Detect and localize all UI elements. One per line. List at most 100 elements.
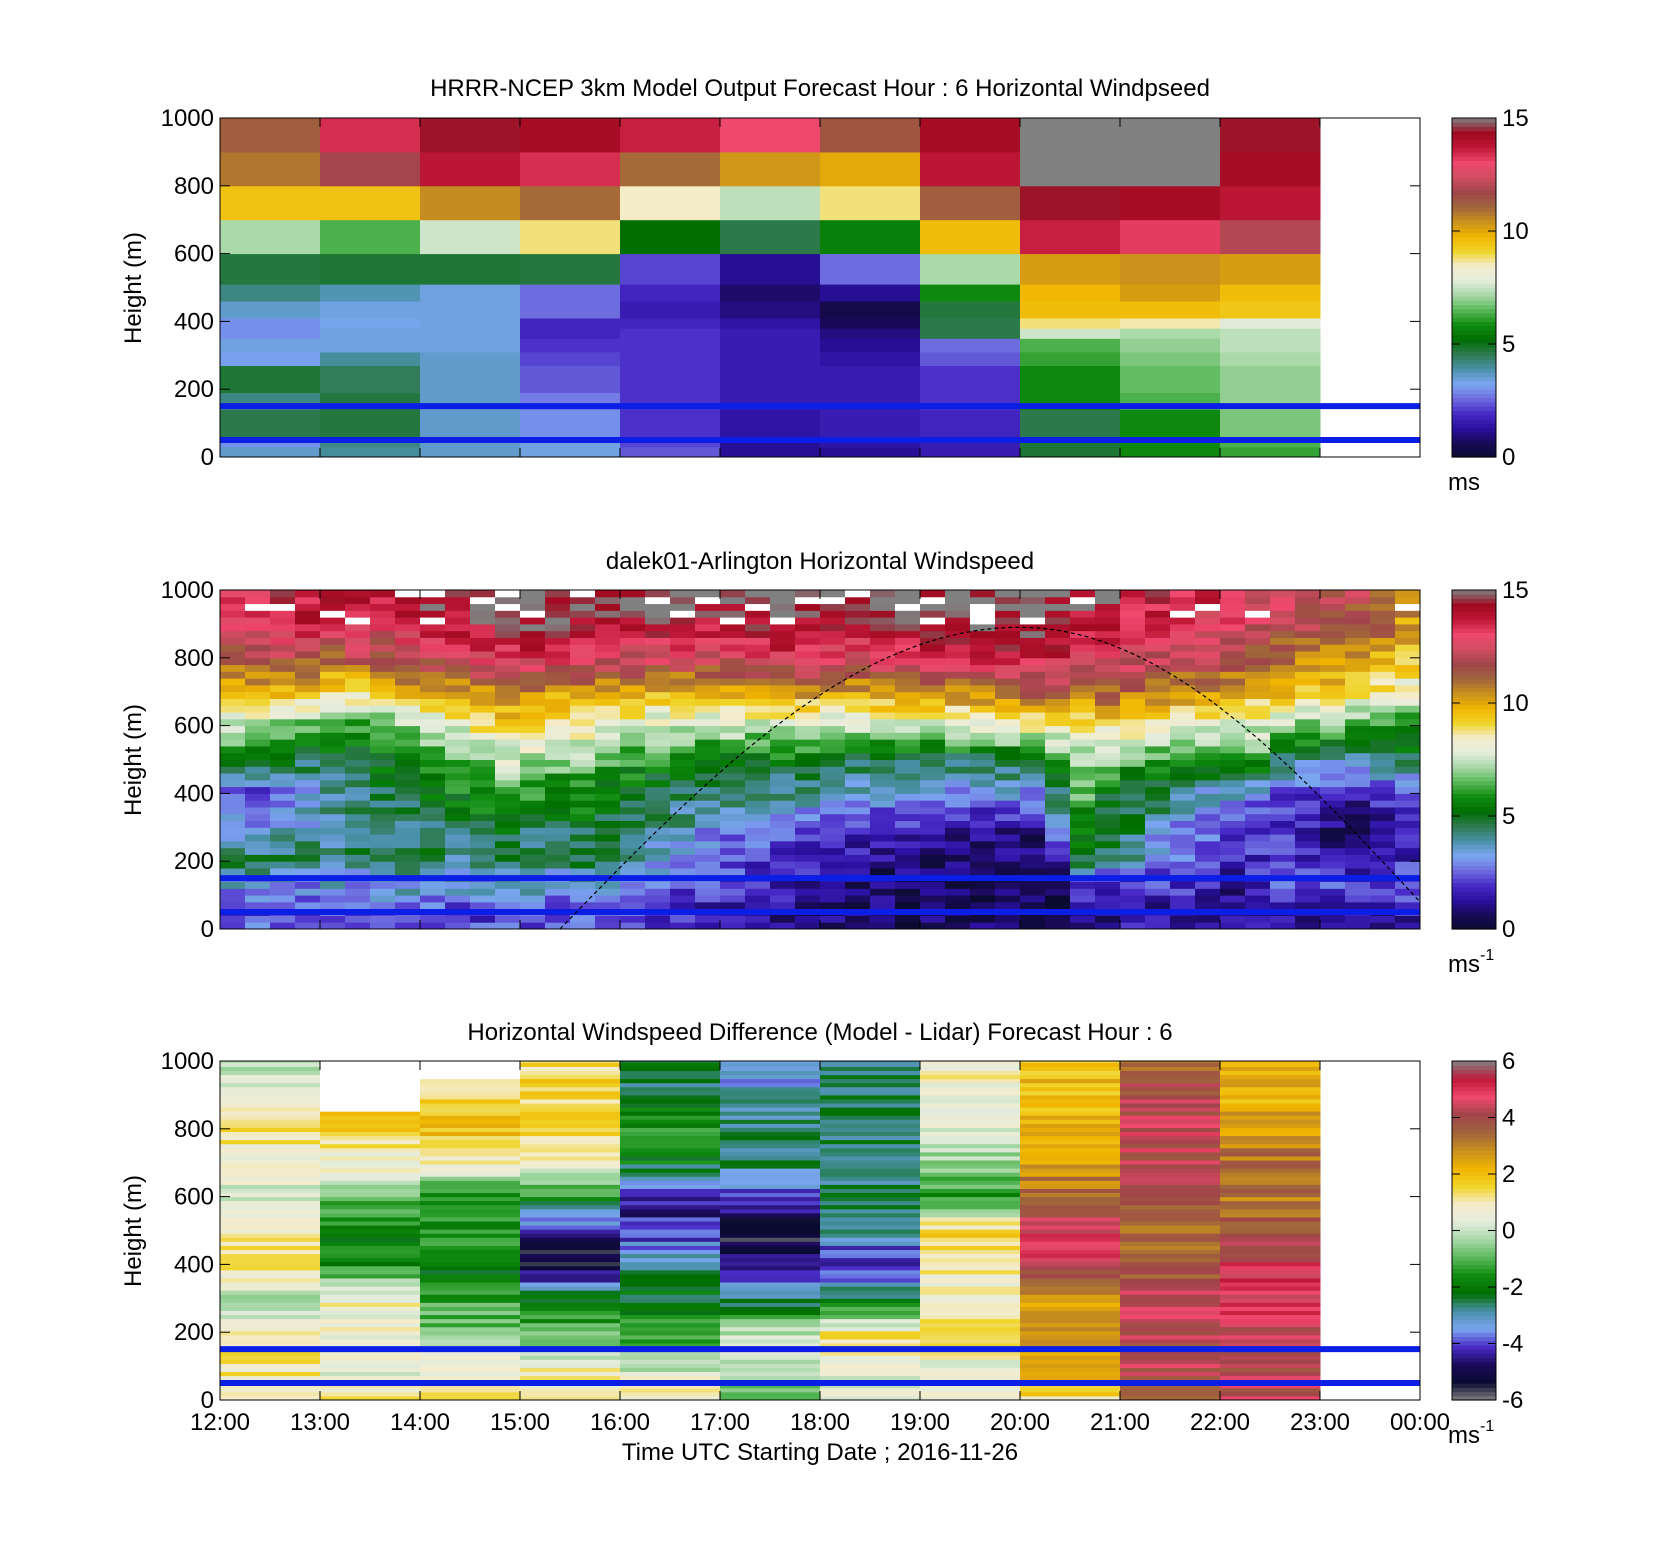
lidar-cell-33-6	[1045, 881, 1071, 889]
lidar-cell-46-37	[1370, 671, 1396, 679]
lidar-cell-7-35	[395, 684, 421, 693]
model-cell-0-9	[220, 301, 321, 319]
colorbar-band-48	[1452, 721, 1496, 727]
lidar-cell-46-8	[1370, 867, 1396, 876]
diff-cell-9-59	[1120, 1155, 1221, 1161]
colorbar-band-74	[1452, 611, 1496, 617]
lidar-cell-23-4	[795, 895, 821, 903]
lidar-cell-10-33	[470, 698, 496, 706]
lidar-cell-38-16	[1170, 813, 1196, 822]
lidar-cell-11-31	[495, 712, 521, 720]
diff-cell-0-57	[220, 1164, 321, 1169]
lidar-cell-39-32	[1195, 705, 1221, 713]
diff-cell-2-65	[420, 1131, 521, 1137]
lidar-cell-20-3	[720, 901, 746, 910]
lidar-cell-13-30	[545, 718, 571, 727]
lidar-cell-28-17	[920, 806, 946, 815]
lidar-cell-10-8	[470, 867, 496, 876]
model-cell-8-6	[1020, 338, 1121, 353]
diff-cell-5-63	[720, 1139, 821, 1145]
diff-cell-1-62	[320, 1143, 421, 1149]
diff-cell-0-5	[220, 1375, 321, 1381]
diff-cell-7-79	[920, 1074, 1021, 1080]
lidar-cell-32-18	[1020, 800, 1046, 808]
diff-cell-5-35	[720, 1253, 821, 1259]
lidar-cell-16-49	[620, 590, 646, 598]
lidar-cell-20-11	[720, 847, 746, 855]
lidar-cell-47-43	[1395, 630, 1420, 638]
diff-cell-8-77	[1020, 1082, 1121, 1088]
lidar-cell-4-30	[320, 718, 346, 727]
colorbar-band-2	[1452, 444, 1496, 450]
lidar-cell-40-14	[1220, 827, 1246, 835]
diff-cell-9-44	[1120, 1216, 1221, 1222]
diff-cell-3-41	[520, 1229, 621, 1234]
diff-cell-6-7	[820, 1367, 921, 1373]
colorbar-band-51	[1452, 1179, 1496, 1185]
lidar-cell-11-49	[495, 590, 521, 598]
lidar-cell-23-18	[795, 800, 821, 808]
lidar-cell-37-37	[1145, 671, 1171, 679]
lidar-cell-39-8	[1195, 867, 1221, 876]
lidar-cell-12-47	[520, 603, 546, 611]
diff-cell-4-36	[620, 1249, 721, 1255]
lidar-cell-28-49	[920, 590, 946, 598]
diff-cell-8-30	[1020, 1273, 1121, 1279]
lidar-cell-30-3	[970, 901, 996, 910]
diff-cell-3-75	[520, 1090, 621, 1096]
lidar-cell-10-14	[470, 827, 496, 835]
lidar-cell-19-24	[695, 759, 721, 767]
lidar-cell-6-1	[370, 915, 396, 923]
diff-cell-7-66	[920, 1127, 1021, 1133]
lidar-cell-17-11	[645, 847, 671, 855]
lidar-cell-46-33	[1370, 698, 1396, 706]
model-cell-5-8	[720, 318, 821, 329]
diff-cell-8-82	[1020, 1062, 1121, 1067]
model-cell-0-8	[220, 318, 321, 329]
diff-cell-5-54	[720, 1176, 821, 1181]
lidar-cell-44-17	[1320, 806, 1346, 815]
diff-cell-1-44	[320, 1216, 421, 1222]
lidar-cell-0-26	[220, 745, 246, 754]
lidar-cell-3-24	[295, 759, 321, 767]
lidar-cell-9-36	[445, 678, 471, 686]
lidar-cell-24-34	[820, 691, 846, 699]
colorbar-band-35	[1452, 776, 1496, 782]
lidar-cell-25-13	[845, 834, 871, 842]
lidar-cell-24-43	[820, 630, 846, 638]
diff-cell-0-42	[220, 1225, 321, 1230]
diff-cell-6-33	[820, 1261, 921, 1267]
model-cell-1-11	[320, 253, 421, 285]
lidar-cell-15-22	[595, 773, 621, 781]
diff-cell-5-19	[720, 1318, 821, 1324]
diff-cell-5-11	[720, 1351, 821, 1356]
lidar-cell-15-33	[595, 698, 621, 706]
lidar-cell-13-39	[545, 657, 571, 666]
diff-cell-3-63	[520, 1139, 621, 1145]
lidar-cell-5-25	[345, 752, 371, 760]
diff-cell-7-61	[920, 1147, 1021, 1153]
colorbar-label-3: 0	[1502, 1218, 1515, 1245]
model-cell-5-11	[720, 253, 821, 285]
lidar-cell-42-39	[1270, 657, 1296, 666]
diff-cell-2-8	[420, 1363, 521, 1368]
lidar-cell-29-20	[945, 786, 971, 794]
diff-cell-7-48	[920, 1200, 1021, 1206]
diff-cell-3-62	[520, 1143, 621, 1149]
lidar-cell-46-34	[1370, 691, 1396, 699]
lidar-cell-5-18	[345, 800, 371, 808]
diff-cell-2-80	[420, 1070, 521, 1076]
lidar-cell-26-38	[870, 664, 896, 672]
lidar-cell-39-25	[1195, 752, 1221, 760]
diff-cell-4-25	[620, 1294, 721, 1299]
lidar-cell-21-5	[745, 888, 771, 896]
lidar-cell-14-36	[570, 678, 596, 686]
lidar-cell-12-0	[520, 922, 546, 929]
lidar-cell-19-32	[695, 705, 721, 713]
diff-cell-6-13	[820, 1343, 921, 1348]
colorbar-band-55	[1452, 219, 1496, 225]
lidar-cell-16-40	[620, 651, 646, 659]
diff-cell-4-14	[620, 1338, 721, 1344]
lidar-cell-30-42	[970, 637, 996, 645]
lidar-cell-15-26	[595, 745, 621, 754]
